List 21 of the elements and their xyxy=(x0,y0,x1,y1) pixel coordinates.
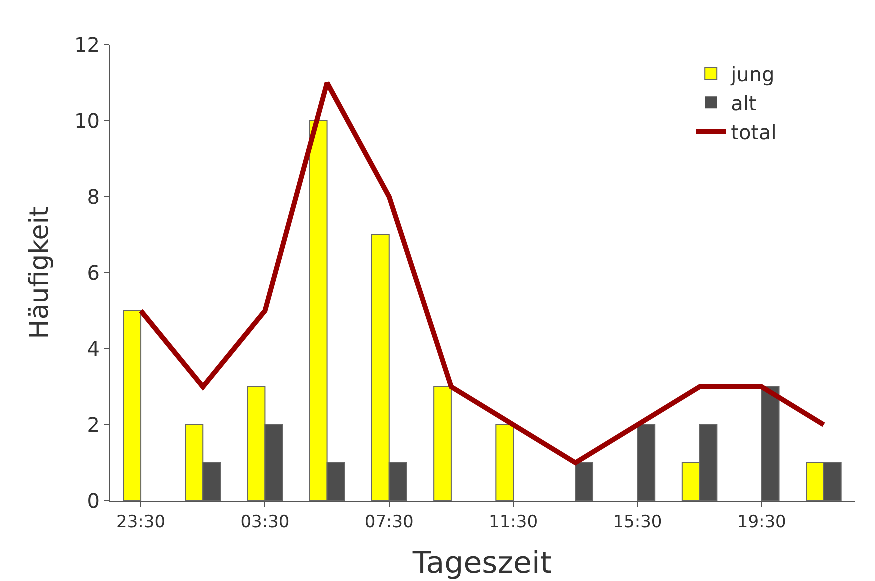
x-tick-label: 11:30 xyxy=(489,512,538,532)
bar xyxy=(434,386,452,501)
x-axis-title: Tageszeit xyxy=(412,546,552,581)
x-tick-label: 15:30 xyxy=(613,512,662,532)
y-axis-title: Häufigkeit xyxy=(25,206,55,340)
y-tick-label: 4 xyxy=(87,337,100,361)
x-tick-label: 03:30 xyxy=(240,512,290,532)
y-tick-label: 0 xyxy=(87,489,100,513)
y-tick-label: 12 xyxy=(74,33,100,57)
x-tick-label: 23:30 xyxy=(116,512,166,532)
x-tick-label: 19:30 xyxy=(737,512,786,532)
legend-label: alt xyxy=(731,91,757,116)
y-tick-label: 8 xyxy=(87,185,100,209)
y-tick-label: 10 xyxy=(74,109,100,133)
legend-label: jung xyxy=(730,62,775,86)
bar xyxy=(496,424,514,501)
y-tick-label: 2 xyxy=(87,413,100,437)
y-tick-label: 6 xyxy=(87,261,100,285)
bar xyxy=(123,310,142,501)
legend-label: total xyxy=(731,120,777,144)
x-tick-label: 07:30 xyxy=(364,512,414,532)
